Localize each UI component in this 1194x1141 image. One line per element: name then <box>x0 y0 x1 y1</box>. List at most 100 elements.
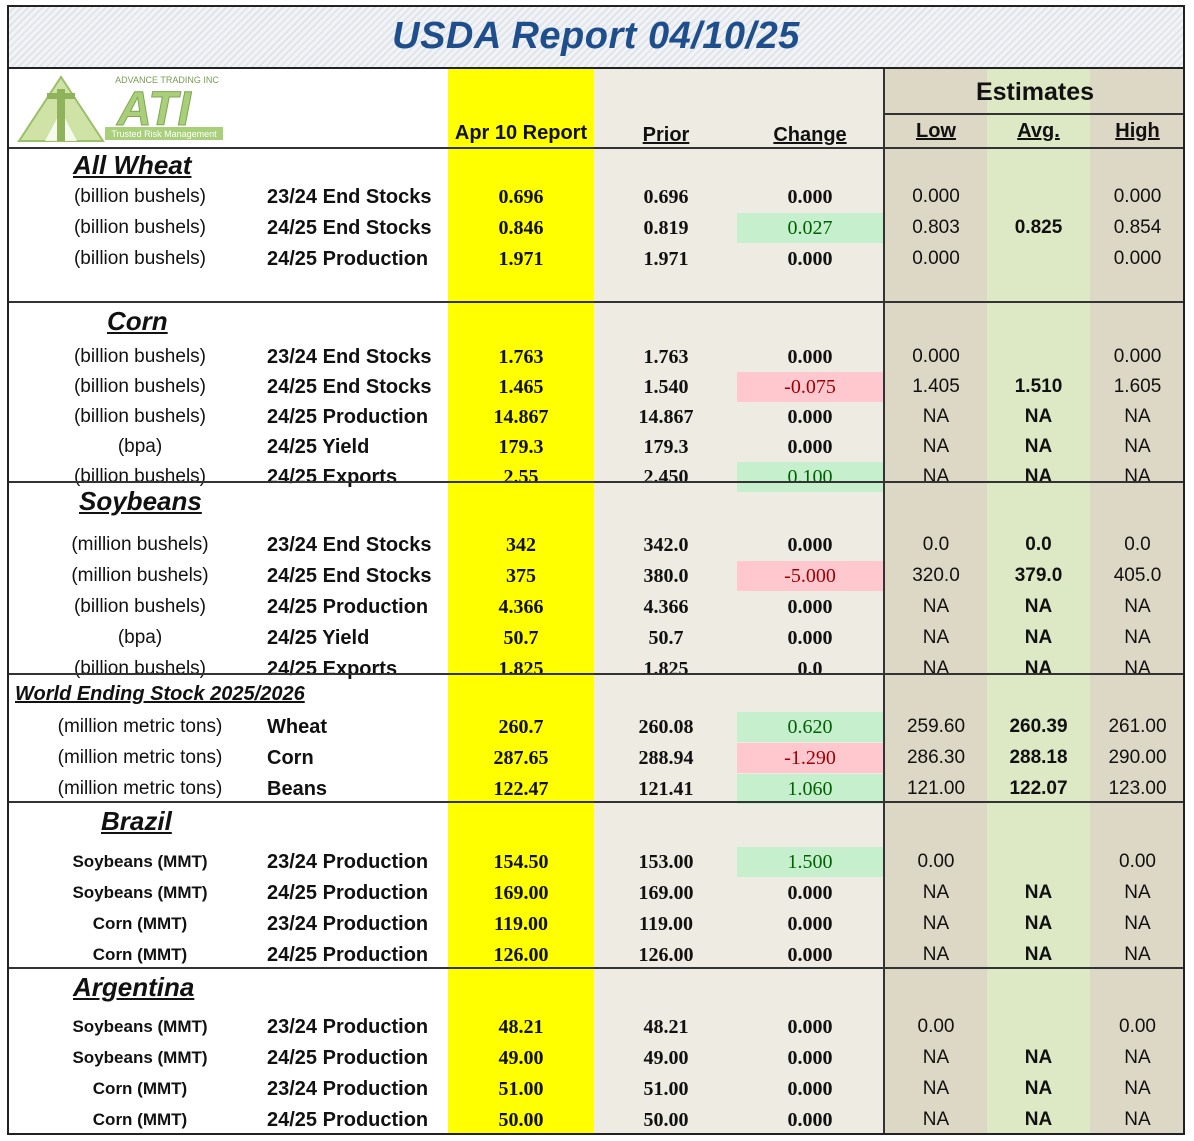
table-row: (million metric tons) Wheat 260.7 260.08 0.6… <box>9 712 1183 742</box>
cell-high: NA <box>1124 944 1151 965</box>
cell-unit: (bpa) <box>117 436 163 457</box>
cell-report: 48.21 <box>498 1016 544 1038</box>
table-row: Soybeans (MMT) 23/24 Production 48.21 48.21… <box>9 1012 1183 1042</box>
cell-change: -0.075 <box>737 372 883 402</box>
cell-report: 375 <box>506 565 536 587</box>
cell-change: 0.000 <box>787 1047 833 1069</box>
table-row: (billion bushels) 24/25 Production 14.867 1… <box>9 402 1183 432</box>
cell-change: 0.000 <box>787 248 833 270</box>
cell-avg <box>987 244 1090 274</box>
cell-change: 0.000 <box>787 1016 833 1038</box>
cell-prior: 260.08 <box>638 716 694 738</box>
cell-label: 24/25 Yield <box>267 436 370 458</box>
cell-label: Beans <box>267 778 328 800</box>
cell-prior: 14.867 <box>638 406 694 428</box>
section-rule <box>9 481 1183 483</box>
cell-report: 260.7 <box>498 716 544 738</box>
cell-avg: NA <box>1024 1047 1053 1068</box>
cell-unit: (billion bushels) <box>73 248 206 269</box>
table-row: Corn (MMT) 23/24 Production 51.00 51.00 0.00… <box>9 1074 1183 1104</box>
cell-low: NA <box>922 1078 950 1099</box>
cell-prior: 51.00 <box>643 1078 689 1100</box>
estimates-rule <box>885 113 1183 115</box>
cell-low: 0.00 <box>917 851 955 872</box>
cell-high: 261.00 <box>1108 716 1167 737</box>
cell-label: 23/24 Production <box>267 1016 429 1038</box>
cell-low: 121.00 <box>906 778 966 799</box>
cell-avg: 260.39 <box>1009 716 1068 737</box>
cell-unit: (bpa) <box>117 627 163 648</box>
section-rule <box>9 301 1183 303</box>
cell-high: 0.000 <box>1113 346 1162 367</box>
cell-low: NA <box>922 913 950 934</box>
cell-low: 320.0 <box>912 565 960 586</box>
section-5: Brazil Soybeans (MMT) 23/24 Production 154.… <box>9 803 1183 970</box>
cell-low: 0.000 <box>912 346 960 367</box>
cell-report: 119.00 <box>494 913 548 935</box>
cell-high: NA <box>1124 406 1151 427</box>
cell-avg: 379.0 <box>1014 565 1063 586</box>
cell-prior: 48.21 <box>643 1016 689 1038</box>
section-1: All Wheat (billion bushels) 23/24 End Stoc… <box>9 149 1183 303</box>
cell-avg: NA <box>1024 436 1053 457</box>
section-rule <box>9 801 1183 803</box>
cell-change: 0.620 <box>737 712 883 742</box>
cell-report: 342 <box>506 534 536 556</box>
cell-low: 0.000 <box>912 186 960 207</box>
cell-high: 405.0 <box>1113 565 1162 586</box>
cell-high: 1.605 <box>1113 376 1162 397</box>
table-row: Corn (MMT) 24/25 Production 126.00 126.00 0.… <box>9 940 1183 970</box>
cell-label: 23/24 End Stocks <box>267 186 432 208</box>
cell-report: 126.00 <box>493 944 549 966</box>
cell-change: 0.027 <box>737 213 883 243</box>
cell-prior: 179.3 <box>643 436 689 458</box>
section-title: Soybeans <box>79 486 202 516</box>
cell-prior: 126.00 <box>638 944 694 966</box>
cell-low: 0.0 <box>922 534 950 555</box>
cell-change: 0.000 <box>787 596 833 618</box>
cell-report: 287.65 <box>493 747 549 769</box>
cell-high: 290.00 <box>1108 747 1167 768</box>
table-row: Corn (MMT) 24/25 Production 50.00 50.00 0.00… <box>9 1105 1183 1133</box>
high-column-bg <box>1090 69 1183 1133</box>
cell-low: NA <box>922 436 950 457</box>
header-rule <box>9 147 1183 149</box>
section-title: Corn <box>107 306 168 336</box>
cell-prior: 50.7 <box>648 627 684 649</box>
cell-report: 122.47 <box>493 778 549 800</box>
cell-high: NA <box>1124 913 1151 934</box>
table-row: Corn (MMT) 23/24 Production 119.00 119.00 0.… <box>9 909 1183 939</box>
cell-report: 0.846 <box>498 217 544 239</box>
cell-label: 23/24 End Stocks <box>267 346 432 368</box>
cell-label: 24/25 Production <box>267 1047 429 1069</box>
cell-high: NA <box>1124 882 1151 903</box>
cell-unit: (million bushels) <box>71 534 209 555</box>
cell-unit: Corn (MMT) <box>92 1110 188 1129</box>
section-6: Argentina Soybeans (MMT) 23/24 Production 4… <box>9 969 1183 1133</box>
cell-high: NA <box>1124 1047 1151 1068</box>
table-row: (million bushels) 23/24 End Stocks 342 342.… <box>9 530 1183 560</box>
logo-tagline: Trusted Risk Management <box>111 129 217 139</box>
table-row: (billion bushels) 23/24 End Stocks 1.763 1.… <box>9 342 1183 372</box>
cell-change: 0.000 <box>787 1109 833 1131</box>
cell-high: NA <box>1124 436 1151 457</box>
section-3: Soybeans (million bushels) 23/24 End Stock… <box>9 483 1183 680</box>
cell-report: 169.00 <box>493 882 549 904</box>
cell-low: NA <box>922 882 950 903</box>
cell-prior: 121.41 <box>638 778 694 800</box>
cell-label: 24/25 End Stocks <box>267 376 432 398</box>
cell-change: 0.000 <box>787 1078 833 1100</box>
cell-avg: NA <box>1024 627 1053 648</box>
cell-prior: 0.696 <box>643 186 689 208</box>
table-row: (billion bushels) 24/25 Production 4.366 4.… <box>9 592 1183 622</box>
cell-high: 0.00 <box>1119 851 1156 872</box>
cell-high: NA <box>1124 1109 1151 1130</box>
header-prior: Prior <box>642 124 690 146</box>
cell-report: 50.00 <box>498 1109 544 1131</box>
cell-label: 23/24 End Stocks <box>267 534 432 556</box>
cell-avg: NA <box>1024 406 1053 427</box>
table-row: (bpa) 24/25 Yield 50.7 50.7 0.000 NA NA NA <box>9 623 1183 653</box>
cell-prior: 0.819 <box>643 217 689 239</box>
cell-label: 24/25 Production <box>267 882 429 904</box>
cell-prior: 1.971 <box>643 248 689 270</box>
